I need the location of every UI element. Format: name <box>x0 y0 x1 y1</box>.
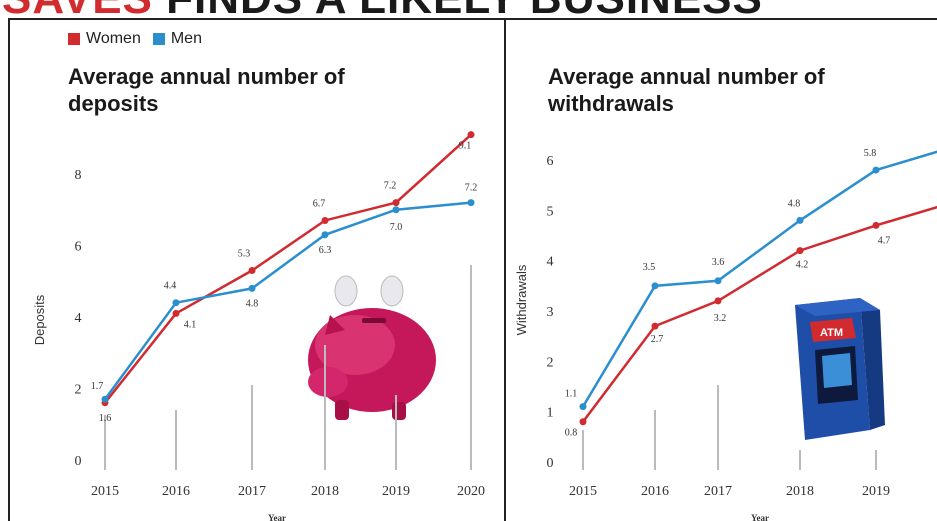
wd-ytick-label: 2 <box>547 355 554 370</box>
dep-point-women <box>392 199 400 207</box>
dep-point-men <box>321 231 329 239</box>
dep-point-women <box>248 267 256 275</box>
dep-point-men <box>392 206 400 214</box>
wd-data-label-men: 5.8 <box>864 148 877 159</box>
dep-xtick-label: 2018 <box>311 484 339 499</box>
wd-data-label-women: 4.7 <box>878 235 891 246</box>
wd-data-label-men: 1.1 <box>565 389 578 400</box>
dep-data-label-men: 6.3 <box>319 245 332 256</box>
dep-data-label-women: 6.7 <box>313 198 326 209</box>
dep-point-women <box>467 131 475 139</box>
dep-data-label-women: 9.1 <box>459 141 472 152</box>
wd-ytick-label: 3 <box>547 305 554 320</box>
wd-xtick-label: 2017 <box>704 484 732 499</box>
wd-point-women <box>579 418 587 426</box>
wd-point-women <box>651 322 659 330</box>
wd-series-line-men <box>581 150 937 408</box>
dep-point-women <box>321 216 329 224</box>
wd-point-men <box>872 166 880 174</box>
wd-data-label-men: 3.5 <box>643 262 656 273</box>
pig-leg <box>335 400 349 420</box>
dep-xtick-label: 2015 <box>91 484 119 499</box>
deposits-chart-title: Average annual number of deposits <box>68 64 345 116</box>
dep-point-men <box>248 284 256 292</box>
wd-series-line-women <box>582 205 937 423</box>
dep-point-men <box>467 199 475 207</box>
wd-ytick-label: 0 <box>547 456 554 471</box>
wd-point-men <box>651 282 659 290</box>
coin-icon <box>334 275 358 307</box>
banner-part-2: FINDS A LIKELY BUSINESS <box>153 0 763 18</box>
wd-xtick-label: 2015 <box>569 484 597 499</box>
dep-xtick-label: 2020 <box>457 484 485 499</box>
wd-ylabel: Withdrawals <box>514 264 529 335</box>
wd-data-label-women: 2.7 <box>651 334 664 345</box>
atm-sign <box>810 318 856 342</box>
dep-ytick-label: 6 <box>75 240 82 255</box>
wd-point-women <box>872 221 880 229</box>
legend-label-men: Men <box>170 30 202 47</box>
withdrawals-chart-title: Average annual number of withdrawals <box>548 64 825 116</box>
legend-label-women: Women <box>86 30 141 47</box>
right-panel-frame <box>504 18 937 521</box>
wd-data-label-women: 3.2 <box>714 313 727 324</box>
legend-swatch-men <box>152 33 165 45</box>
wd-data-label-women: 0.8 <box>565 428 578 439</box>
wd-ytick-label: 1 <box>547 406 554 421</box>
wd-point-men <box>579 403 587 411</box>
dep-data-label-women: 7.2 <box>384 181 397 192</box>
coin-slot <box>362 318 386 323</box>
dep-data-label-men: 4.4 <box>164 281 177 292</box>
dep-ytick-label: 0 <box>75 454 82 469</box>
dep-point-men <box>172 299 180 307</box>
wd-xtick-label: 2018 <box>786 484 814 499</box>
wd-ytick-label: 6 <box>547 154 554 169</box>
dep-xtick-label: 2019 <box>382 484 410 499</box>
pig-ear <box>325 315 345 335</box>
legend: Women Men <box>68 30 202 48</box>
wd-xtick-label: 2019 <box>862 484 890 499</box>
atm-label: ATM <box>820 327 843 339</box>
pig-snout <box>308 367 348 397</box>
dep-point-men <box>101 395 109 403</box>
legend-swatch-women <box>68 33 80 45</box>
dep-ytick-label: 4 <box>75 311 82 326</box>
dep-xlabel: Year <box>268 513 286 521</box>
wd-point-women <box>796 247 804 255</box>
dep-point-women <box>172 309 180 317</box>
dep-ytick-label: 2 <box>75 383 82 398</box>
dep-data-label-men: 7.2 <box>465 183 478 194</box>
dep-data-label-men: 1.7 <box>91 381 104 392</box>
wd-data-label-men: 4.8 <box>788 198 801 209</box>
header-banner: SAVES FINDS A LIKELY BUSINESS <box>0 0 937 18</box>
wd-point-men <box>796 216 804 224</box>
wd-ytick-label: 5 <box>547 204 554 219</box>
dep-data-label-men: 4.8 <box>246 298 259 309</box>
dep-series-line-men <box>103 201 472 400</box>
dep-ytick-label: 8 <box>75 168 82 183</box>
wd-xlabel: Year <box>751 513 769 521</box>
dep-series-line-women <box>104 133 472 404</box>
banner-part-1: SAVES <box>2 0 153 18</box>
coin-icon <box>380 275 404 307</box>
dep-data-label-women: 5.3 <box>238 249 251 260</box>
wd-xtick-label: 2016 <box>641 484 669 499</box>
wd-ytick-label: 4 <box>547 255 554 270</box>
wd-point-women <box>714 297 722 305</box>
dep-ylabel: Deposits <box>32 294 47 345</box>
dep-xtick-label: 2017 <box>238 484 266 499</box>
wd-data-label-women: 4.2 <box>796 260 809 271</box>
dep-data-label-women: 4.1 <box>184 319 197 330</box>
banner-text: SAVES FINDS A LIKELY BUSINESS <box>2 0 763 18</box>
dep-data-label-men: 7.0 <box>390 222 403 233</box>
dep-xtick-label: 2016 <box>162 484 190 499</box>
wd-data-label-men: 3.6 <box>712 257 725 268</box>
dep-data-label-women: 1.6 <box>99 413 112 424</box>
wd-point-men <box>714 277 722 285</box>
